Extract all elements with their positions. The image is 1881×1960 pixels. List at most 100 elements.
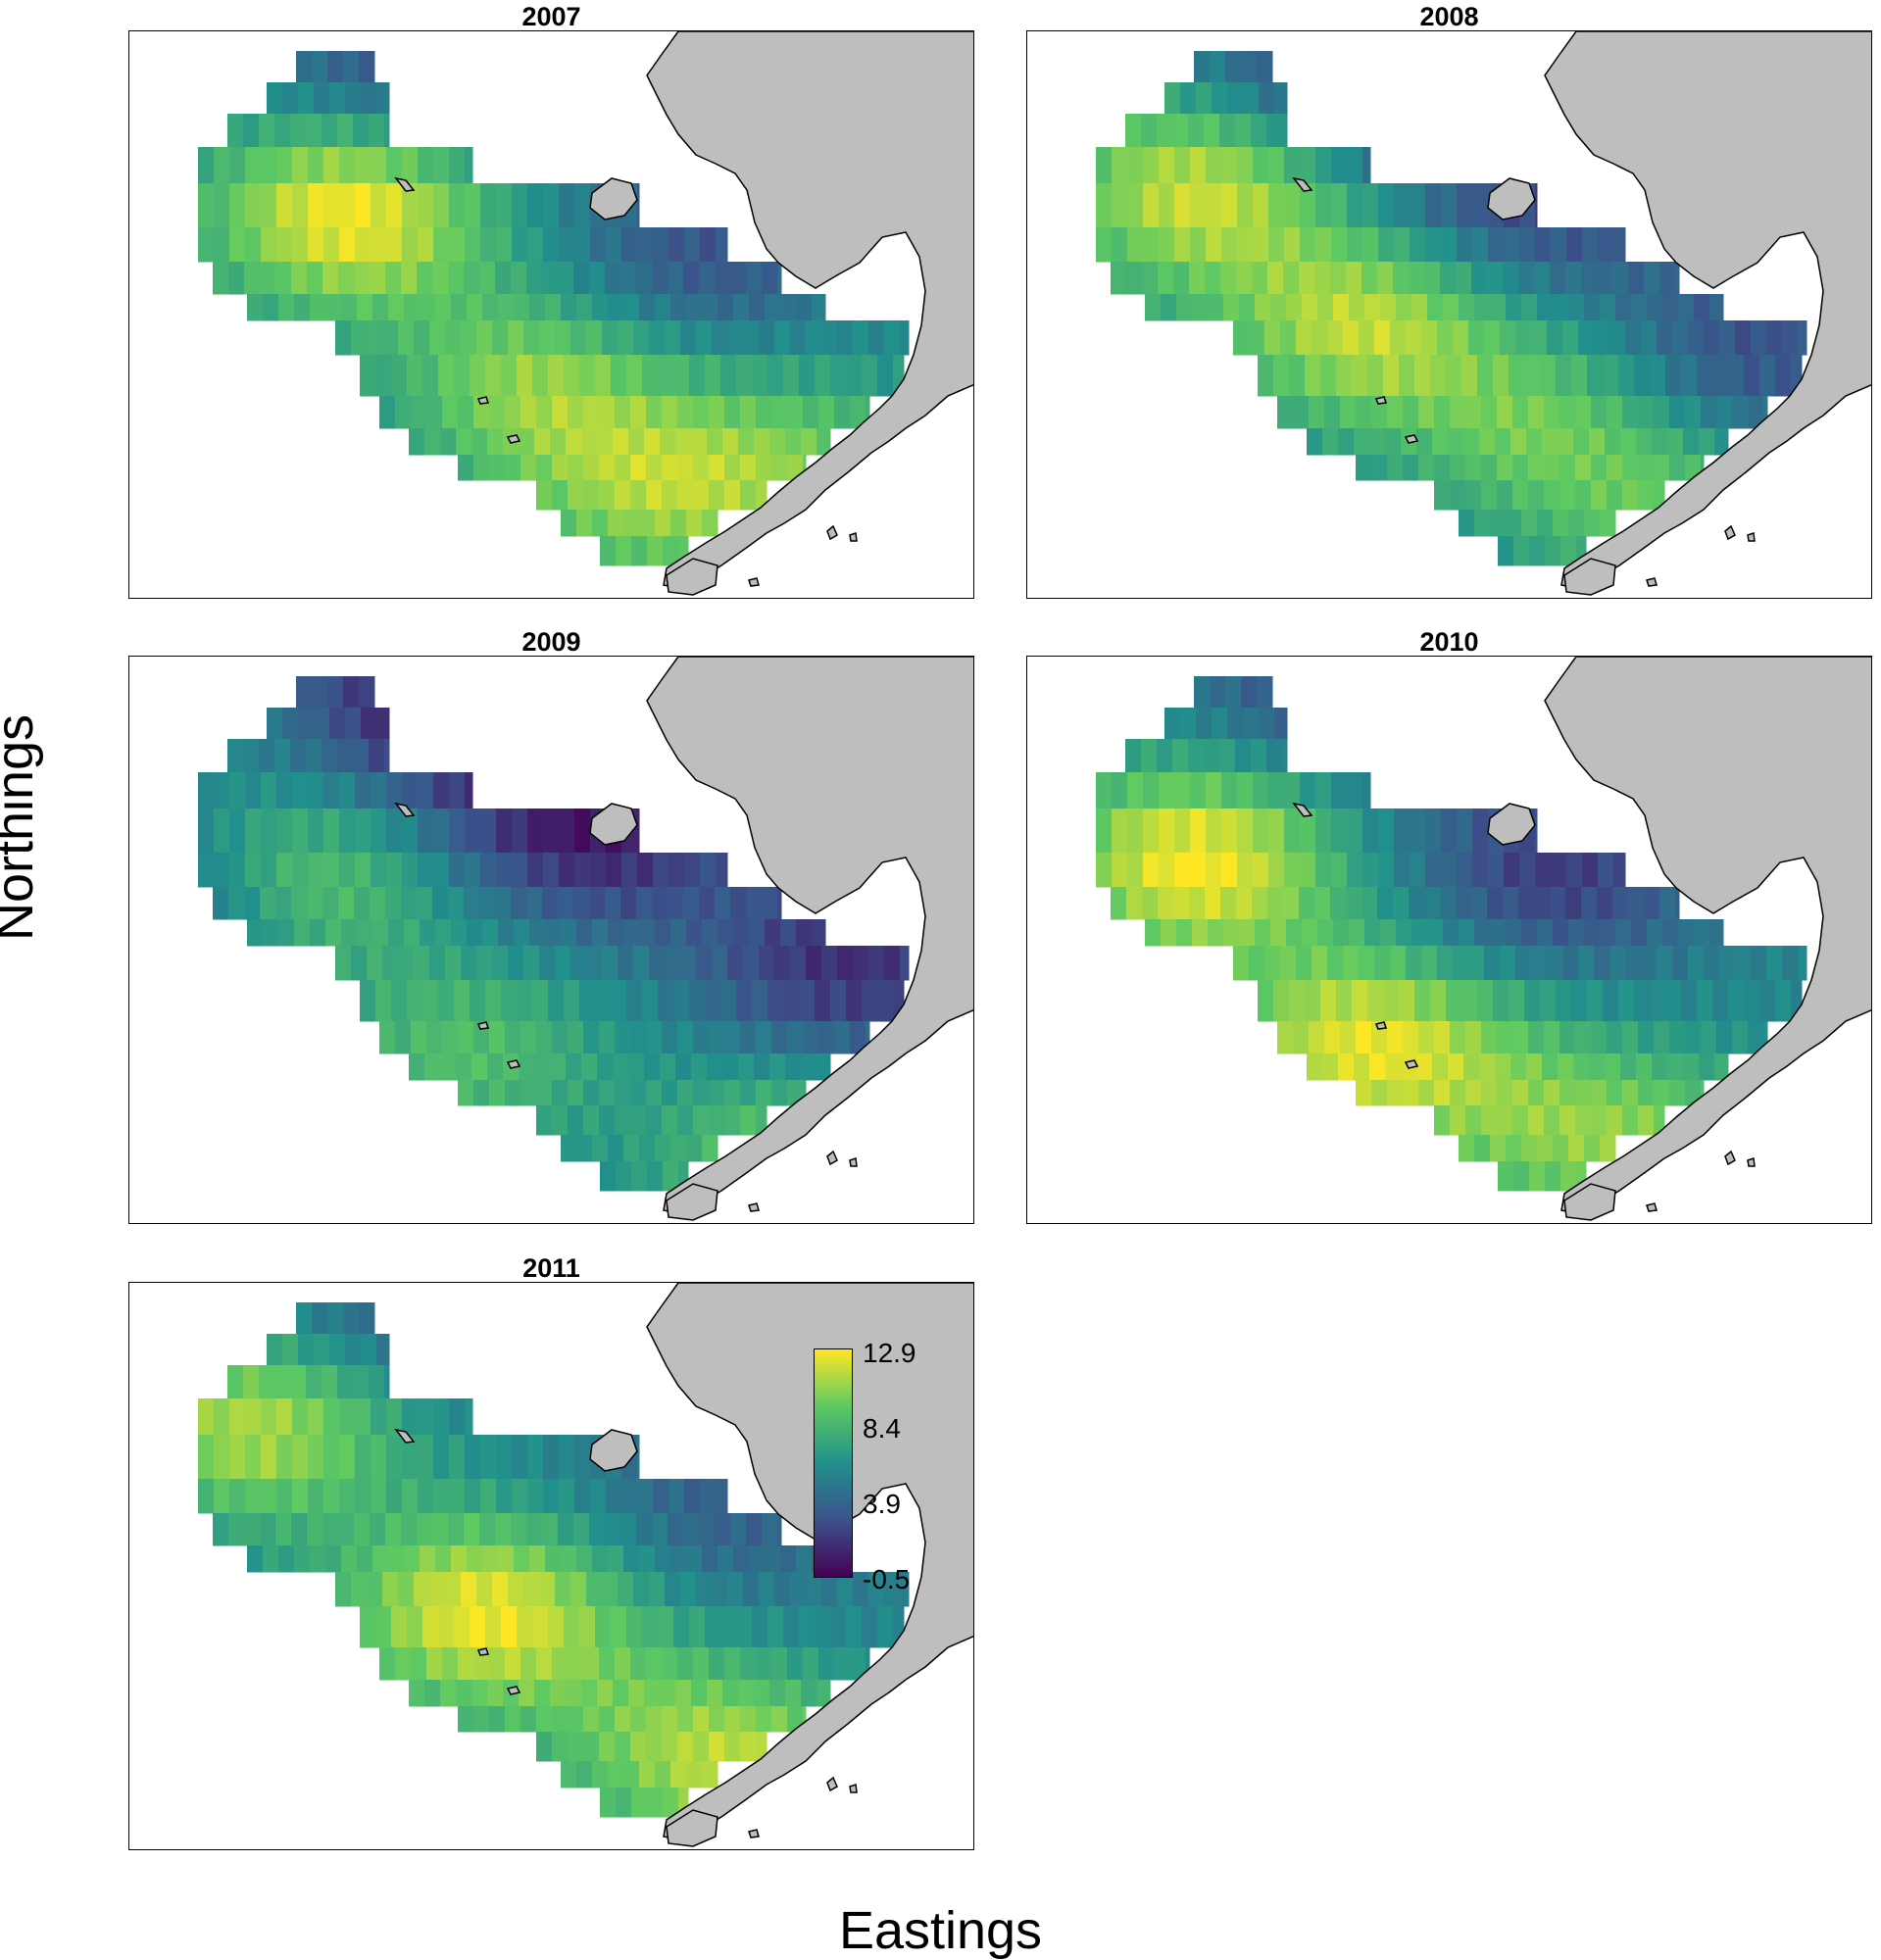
grid-cell (1206, 853, 1222, 888)
grid-cell (754, 1054, 770, 1081)
grid-cell (1237, 808, 1254, 854)
grid-cell (471, 1054, 488, 1081)
grid-cell (686, 1545, 703, 1573)
grid-cell (785, 1680, 802, 1707)
grid-cell (1524, 355, 1541, 397)
grid-cell (1498, 1161, 1514, 1192)
grid-cell (458, 1647, 474, 1681)
grid-cell (1333, 294, 1350, 321)
grid-cell (724, 1021, 741, 1054)
grid-cell (862, 355, 878, 397)
grid-cell (602, 320, 619, 356)
grid-cell (480, 183, 497, 228)
grid-cell (1347, 227, 1363, 263)
grid-cell (1560, 1161, 1577, 1192)
grid-cell (900, 1572, 910, 1607)
grid-cell (1591, 1080, 1608, 1106)
grid-cell (449, 147, 466, 184)
grid-cell (471, 428, 488, 456)
grid-cell (1237, 772, 1254, 809)
mainland-land (1544, 657, 1871, 1214)
grid-cell (1479, 1054, 1496, 1081)
grid-cell (534, 1054, 551, 1081)
grid-cell (633, 320, 650, 356)
grid-cell (1270, 919, 1287, 947)
grid-cell (449, 183, 466, 228)
grid-cell (1096, 183, 1113, 228)
grid-cell (765, 919, 781, 947)
grid-cell (693, 1706, 710, 1733)
nunivak-island (1487, 803, 1536, 846)
grid-cell (646, 480, 663, 511)
grid-cell (1349, 294, 1365, 321)
grid-cell (1465, 1105, 1482, 1136)
grid-cell (432, 1513, 449, 1546)
grid-cell (1361, 887, 1378, 920)
grid-cell (1204, 739, 1220, 773)
grid-cell (754, 428, 770, 456)
small-island (849, 1156, 858, 1167)
grid-cell (229, 772, 246, 809)
grid-cell (850, 1647, 866, 1681)
grid-cell (282, 82, 299, 115)
grid-cell (1315, 808, 1332, 854)
grid-cell (1487, 887, 1504, 920)
grid-cell (1544, 396, 1560, 429)
grid-cell (1253, 772, 1269, 809)
grid-cell (307, 262, 323, 295)
grid-cell (1798, 320, 1807, 356)
grid-cell (1669, 455, 1686, 481)
grid-cell (1641, 320, 1658, 356)
grid-cell (1497, 480, 1513, 511)
grid-cell (454, 1606, 470, 1648)
grid-cell (1481, 480, 1498, 511)
grid-cell (724, 480, 741, 511)
grid-cell (371, 1398, 387, 1436)
grid-cell (1394, 853, 1411, 888)
grid-cell (476, 1572, 493, 1607)
grid-cell (470, 980, 486, 1022)
grid-cell (630, 1732, 647, 1762)
grid-cell (512, 1435, 528, 1480)
grid-cell (534, 1680, 551, 1707)
grid-cell (1504, 853, 1520, 888)
grid-cell (783, 1606, 800, 1648)
grid-cell (1330, 262, 1347, 295)
grid-cell (308, 1398, 324, 1436)
grid-cell (1650, 355, 1666, 397)
grid-cell (1346, 262, 1362, 295)
grid-cell (543, 227, 560, 263)
grid-cell (589, 262, 606, 295)
panel-title-2011: 2011 (522, 1253, 580, 1283)
grid-cell (1284, 772, 1301, 809)
grid-cell (1268, 772, 1285, 809)
grid-cell (371, 183, 387, 228)
grid-cell (583, 1080, 600, 1106)
grid-cell (473, 396, 490, 429)
grid-cell (597, 1054, 614, 1081)
nunivak-island (1487, 177, 1536, 220)
grid-cell (1208, 294, 1224, 321)
grid-cell (686, 1761, 703, 1788)
grid-cell (322, 114, 338, 148)
grid-cell (1535, 853, 1552, 888)
grid-cell (630, 396, 647, 429)
grid-cell (769, 1054, 786, 1081)
grid-cell (276, 183, 293, 228)
grid-cell (418, 772, 434, 809)
grid-cell (445, 1572, 462, 1607)
grid-cell (245, 147, 262, 184)
grid-cell (263, 1545, 279, 1573)
peninsula-island (666, 558, 718, 596)
grid-cell (653, 1479, 669, 1514)
grid-cell (738, 1680, 755, 1707)
grid-cell (401, 262, 418, 295)
grid-cell (245, 227, 262, 263)
grid-cell (519, 1680, 535, 1707)
grid-cell (372, 1545, 389, 1573)
grid-cell (1665, 980, 1682, 1022)
grid-cell (749, 1545, 766, 1573)
grid-cell (1775, 980, 1792, 1022)
grid-cell (1735, 946, 1752, 981)
grid-cell (558, 887, 574, 920)
